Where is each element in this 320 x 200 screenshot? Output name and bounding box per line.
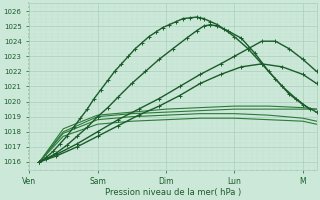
X-axis label: Pression niveau de la mer( hPa ): Pression niveau de la mer( hPa ) [105,188,241,197]
